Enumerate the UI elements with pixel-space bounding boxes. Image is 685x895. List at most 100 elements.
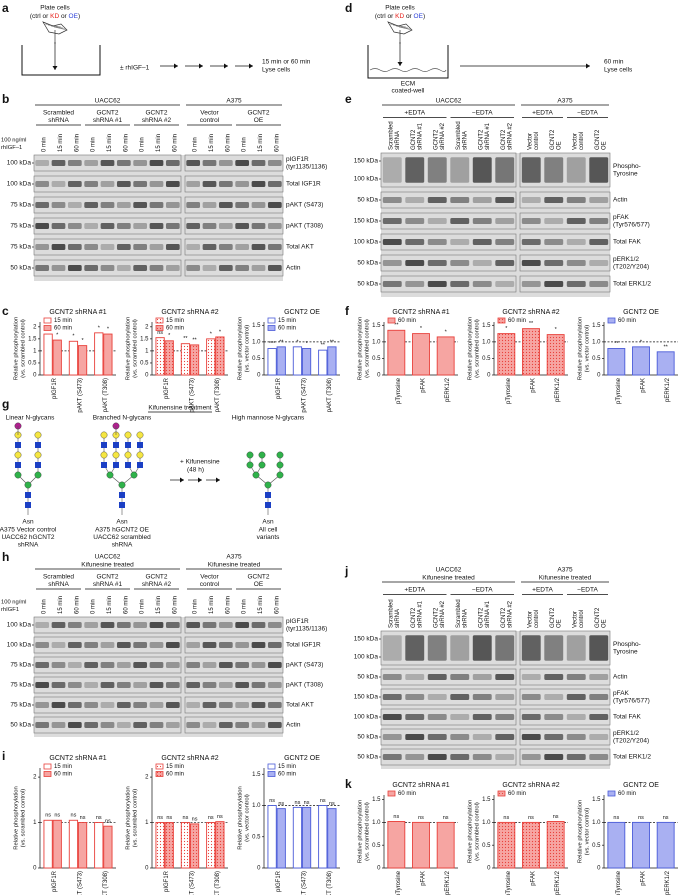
lane-label: shRNA #2: [508, 600, 514, 628]
x-tick-label: pAKT (S473): [78, 871, 84, 895]
bar: [546, 821, 565, 869]
rule: [47, 24, 64, 29]
panel-letter: i: [2, 749, 5, 763]
band: [149, 222, 164, 230]
band: [472, 713, 492, 721]
blot-strip: [184, 217, 284, 235]
band: [67, 641, 82, 649]
legend-swatch: [497, 317, 506, 324]
bar: [497, 821, 516, 869]
cell-label: UACC62 scrambled: [93, 534, 151, 541]
y-axis-label: Relative phosphorylation: [238, 317, 244, 380]
x-tick-label: pERK1/2: [555, 870, 561, 895]
band: [382, 217, 402, 225]
blot-strip: [380, 152, 517, 188]
band: [202, 222, 217, 230]
kda-label: 150 kDa: [354, 636, 379, 643]
legend-label: 15 min: [166, 764, 184, 770]
arrow-head: [397, 62, 403, 66]
kda-label: 100 kDa: [354, 714, 379, 721]
kda-label: 50 kDa: [10, 265, 31, 272]
x-tick-label: pERK1/2: [445, 870, 451, 895]
y-tick-label: 1: [33, 348, 37, 354]
lane-label: OE: [602, 141, 608, 150]
band: [67, 681, 82, 689]
band: [405, 713, 425, 721]
group-label: +EDTA: [532, 587, 553, 594]
lane-label: shRNA #1: [485, 122, 491, 150]
group-label: +EDTA: [404, 587, 425, 594]
y-tick-label: 2: [145, 775, 149, 781]
blot-strip: [380, 688, 517, 706]
x-tick-label: pAKT (T308): [327, 378, 333, 412]
chart-title: GCNT2 shRNA #2: [502, 782, 559, 789]
blot-strip: [519, 668, 611, 686]
band: [35, 264, 50, 272]
band: [186, 264, 201, 272]
y-tick-label: 1.0: [482, 339, 491, 345]
band: [251, 701, 266, 709]
band: [235, 159, 250, 167]
bar: [267, 348, 277, 376]
band: [382, 635, 402, 661]
legend-swatch: [43, 317, 52, 324]
legend-swatch: [607, 317, 616, 324]
y-tick-label: 2: [33, 324, 37, 330]
band: [235, 180, 250, 188]
band: [405, 635, 425, 661]
lane-label: 15 min: [58, 134, 64, 152]
y-axis-label: Relative phosphorylation: [358, 800, 364, 863]
group-label: shRNA: [48, 581, 69, 588]
band: [186, 159, 201, 167]
band: [186, 243, 201, 251]
significance: *: [56, 333, 59, 339]
galactose: [34, 451, 42, 459]
band: [84, 681, 99, 689]
band: [472, 259, 492, 267]
significance: *: [210, 331, 213, 337]
band: [472, 693, 492, 701]
band: [251, 243, 266, 251]
band: [149, 264, 164, 272]
galactose: [124, 451, 132, 459]
lane-label: 15 min: [209, 596, 215, 614]
band: [382, 733, 402, 741]
bar: [103, 825, 113, 869]
lane-label: 60 min: [172, 596, 178, 614]
glcnac: [25, 492, 31, 498]
lane-label: Vector: [528, 611, 534, 628]
arrow-head: [586, 63, 590, 69]
panel-letter: a: [2, 1, 9, 15]
galactose: [14, 451, 22, 459]
panel-letter: k: [345, 777, 352, 791]
band: [202, 201, 217, 209]
band: [116, 621, 131, 629]
lane-label: GCNT2: [411, 607, 417, 628]
lane-label: 0 min: [242, 599, 248, 614]
bar: [189, 823, 200, 869]
band: [35, 159, 50, 167]
band: [566, 753, 586, 761]
y-tick-label: 1.5: [592, 323, 601, 329]
row-label: pAKT (T308): [286, 682, 323, 689]
band: [186, 621, 201, 629]
x-tick-label: pFAK: [531, 378, 537, 393]
legend-label: 60 min: [166, 772, 184, 778]
band: [495, 733, 515, 741]
group-label: −EDTA: [472, 110, 493, 117]
lane-label: shRNA #2: [440, 122, 446, 150]
band: [589, 673, 609, 681]
band: [589, 733, 609, 741]
band: [450, 238, 470, 246]
mannose: [264, 481, 272, 489]
significance: ns: [80, 815, 86, 821]
conditions: (ctrl or KD or OE): [30, 13, 80, 20]
bar: [318, 349, 328, 376]
band: [495, 713, 515, 721]
significance: **: [279, 339, 284, 345]
band: [405, 217, 425, 225]
bar: [546, 334, 565, 376]
band: [544, 673, 564, 681]
lane-label: OE: [557, 141, 563, 150]
